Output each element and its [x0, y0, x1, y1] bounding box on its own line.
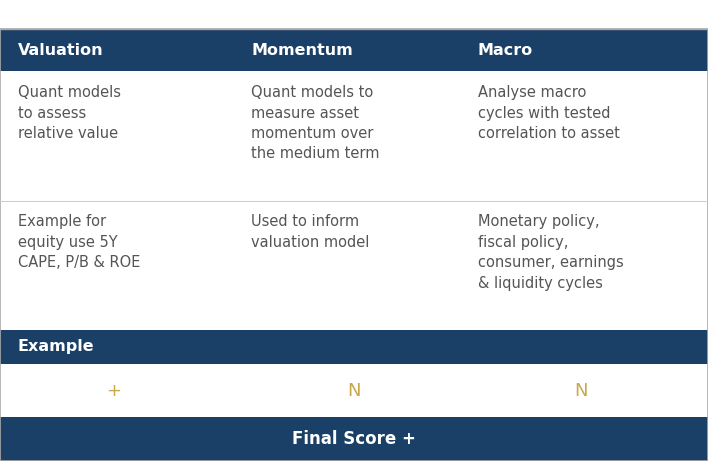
Text: N: N: [573, 382, 588, 400]
Bar: [0, 71, 708, 330]
Bar: [0, 330, 708, 364]
Text: Quant models
to assess
relative value: Quant models to assess relative value: [18, 85, 120, 141]
Text: Quant models to
measure asset
momentum over
the medium term: Quant models to measure asset momentum o…: [251, 85, 379, 161]
Bar: [0, 364, 708, 417]
Text: Final Score +: Final Score +: [292, 430, 416, 448]
Text: Example for
equity use 5Y
CAPE, P/B & ROE: Example for equity use 5Y CAPE, P/B & RO…: [18, 214, 140, 270]
Text: Monetary policy,
fiscal policy,
consumer, earnings
& liquidity cycles: Monetary policy, fiscal policy, consumer…: [478, 214, 624, 290]
Text: Momentum: Momentum: [251, 42, 353, 58]
Bar: [0, 29, 708, 71]
Text: Example: Example: [18, 339, 94, 355]
Text: Analyse macro
cycles with tested
correlation to asset: Analyse macro cycles with tested correla…: [478, 85, 620, 141]
Text: Macro: Macro: [478, 42, 533, 58]
Text: Valuation: Valuation: [18, 42, 103, 58]
Text: Used to inform
valuation model: Used to inform valuation model: [251, 214, 370, 250]
Text: +: +: [105, 382, 121, 400]
Bar: [0, 417, 708, 461]
Text: N: N: [347, 382, 361, 400]
